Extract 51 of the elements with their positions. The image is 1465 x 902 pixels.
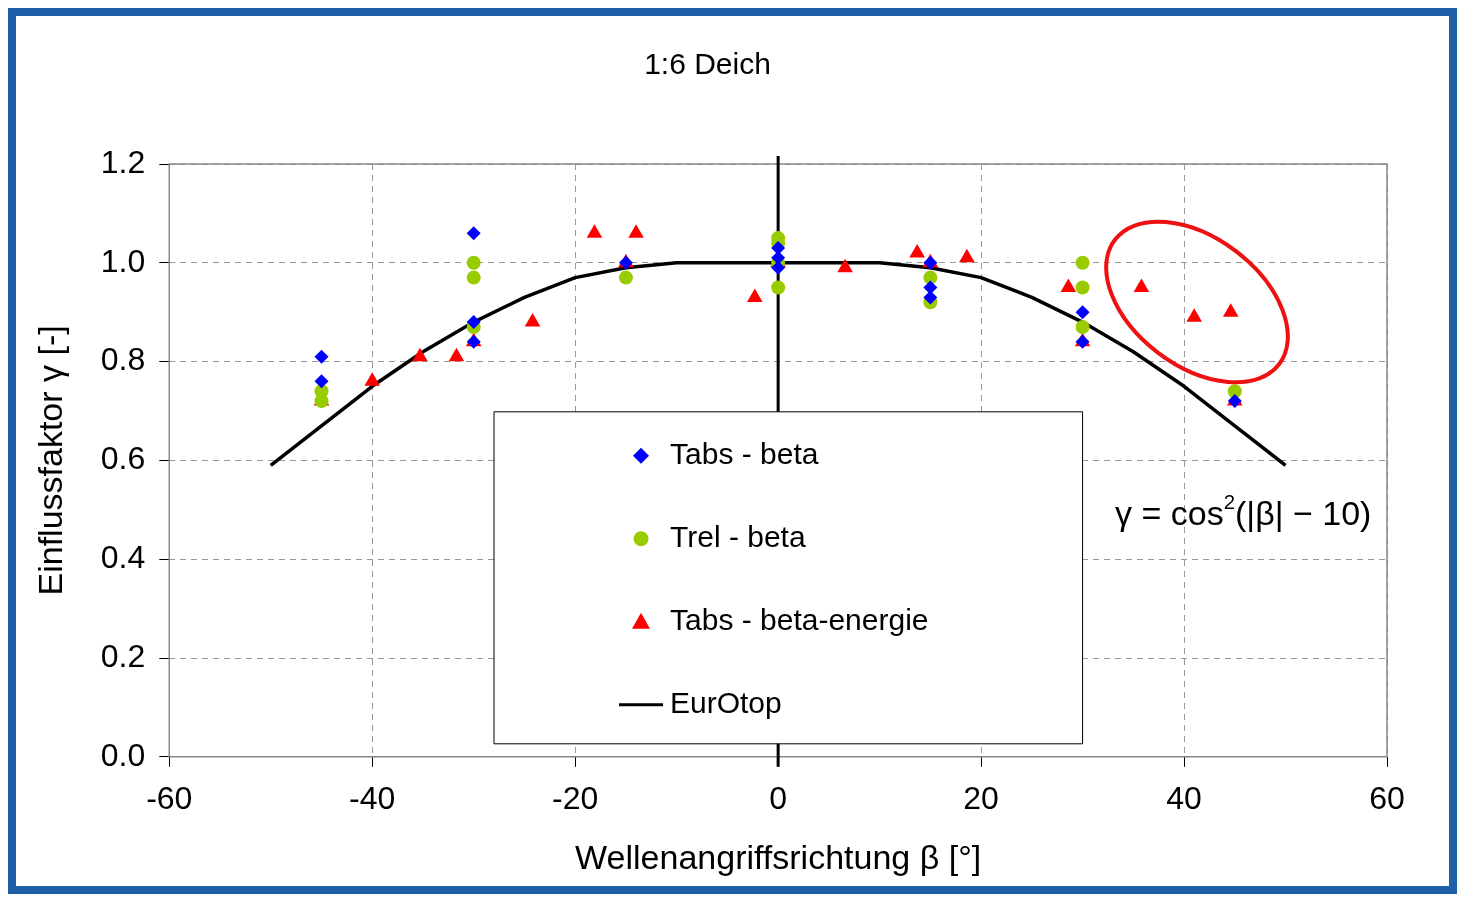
x-axis-title: Wellenangriffsrichtung β [°] xyxy=(575,837,982,876)
y-tick-label: 0.2 xyxy=(100,637,146,674)
x-tick-label: -20 xyxy=(552,779,599,816)
point xyxy=(466,270,481,285)
x-tick-label: 60 xyxy=(1369,779,1405,816)
x-tick-label: -40 xyxy=(349,779,396,816)
point xyxy=(586,224,603,238)
legend-label: Tabs - beta xyxy=(670,437,819,471)
point xyxy=(1060,278,1077,292)
point xyxy=(909,243,925,258)
point xyxy=(314,349,329,364)
point xyxy=(448,347,465,362)
point xyxy=(412,347,428,362)
y-tick-label: 0.4 xyxy=(100,539,146,576)
point xyxy=(837,258,853,273)
point xyxy=(1186,308,1202,322)
legend-label: EurOtop xyxy=(670,686,782,720)
x-tick-label: 40 xyxy=(1166,779,1202,816)
x-tick-label: 20 xyxy=(963,779,999,816)
point xyxy=(923,290,938,305)
point xyxy=(628,224,644,238)
point xyxy=(1075,305,1090,320)
y-tick-label: 0.6 xyxy=(100,440,146,477)
y-axis-title: Einflussfaktor γ [-] xyxy=(30,325,69,596)
point xyxy=(364,372,381,386)
point xyxy=(314,374,329,389)
point xyxy=(771,280,786,295)
y-tick-label: 0.0 xyxy=(100,736,146,773)
point xyxy=(466,255,481,270)
point xyxy=(1227,384,1242,399)
y-tick-label: 1.0 xyxy=(100,242,146,279)
legend-label: Trel - beta xyxy=(670,520,806,554)
point xyxy=(1133,278,1150,292)
chart-title: 1:6 Deich xyxy=(644,47,771,81)
x-tick-label: 0 xyxy=(769,779,788,816)
y-tick-label: 1.2 xyxy=(100,143,146,180)
point xyxy=(1222,303,1239,317)
point xyxy=(1075,320,1090,335)
x-tick-label: -60 xyxy=(146,779,193,816)
point xyxy=(1075,255,1090,270)
point xyxy=(747,288,763,302)
point xyxy=(466,226,481,241)
point xyxy=(959,248,975,263)
point xyxy=(771,240,786,255)
legend-label: Tabs - beta-energie xyxy=(670,603,929,637)
y-tick-label: 0.8 xyxy=(100,341,146,378)
point xyxy=(524,313,541,327)
point xyxy=(771,260,786,275)
point xyxy=(618,270,633,285)
point xyxy=(1075,280,1090,295)
point xyxy=(466,315,481,330)
